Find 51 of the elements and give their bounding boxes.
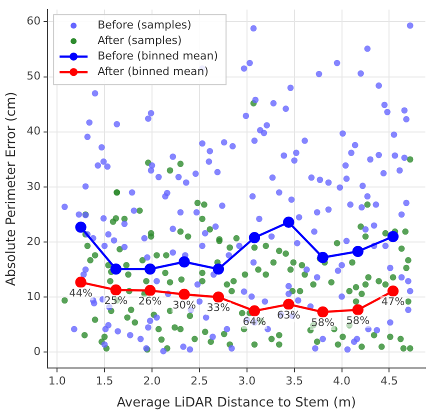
x-tick-label: 4.5 (380, 374, 398, 388)
legend-label: Before (binned mean) (98, 49, 218, 62)
y-tick-label: 0 (34, 345, 41, 358)
annotation: 63% (276, 309, 300, 322)
point (248, 232, 260, 244)
point (75, 222, 86, 233)
legend-label: After (samples) (98, 34, 182, 47)
point (144, 263, 156, 275)
annotation: 25% (104, 294, 128, 307)
y-tick-label: 60 (26, 14, 41, 28)
point (317, 252, 328, 264)
point (212, 292, 224, 303)
annotation: 30% (172, 299, 196, 312)
x-tick-label: 2.5 (190, 374, 208, 388)
annotation: 26% (138, 296, 162, 308)
x-tick-label: 1.5 (96, 374, 114, 388)
point (387, 285, 399, 297)
point (387, 230, 399, 242)
annotation: 64% (242, 316, 266, 328)
annotation: 58% (311, 317, 334, 329)
point (75, 276, 86, 288)
annotation: 44% (69, 287, 92, 300)
x-tick-label: 3.0 (238, 374, 256, 388)
point (110, 284, 122, 296)
y-tick-label: 50 (26, 70, 41, 83)
point (352, 304, 364, 316)
point (178, 288, 190, 300)
x-tick-label: 2.0 (143, 374, 161, 388)
annotation: 58% (346, 314, 370, 327)
y-axis-title: Absolute Perimeter Error (cm) (4, 92, 20, 286)
point (283, 298, 294, 310)
point (144, 284, 156, 296)
y-tick-label: 30 (26, 180, 41, 193)
point (212, 263, 224, 275)
x-tick-label: 1.0 (48, 374, 66, 388)
legend-label: After (binned mean) (98, 64, 209, 78)
point (283, 216, 294, 228)
legend-label: Before (samples) (98, 18, 192, 32)
y-tick-label: 10 (26, 290, 41, 303)
point (110, 263, 122, 275)
y-tick-label: 40 (26, 124, 41, 138)
annotation: 47% (381, 296, 405, 308)
x-tick-label: 4.0 (333, 374, 351, 388)
annotation: 33% (206, 302, 230, 314)
point (317, 306, 328, 318)
y-tick-label: 20 (26, 234, 41, 248)
point (248, 305, 260, 317)
x-axis-title: Average LiDAR Distance to Stem (m) (116, 396, 356, 411)
point (352, 246, 364, 258)
x-tick-label: 3.5 (286, 374, 304, 388)
point (178, 256, 190, 268)
